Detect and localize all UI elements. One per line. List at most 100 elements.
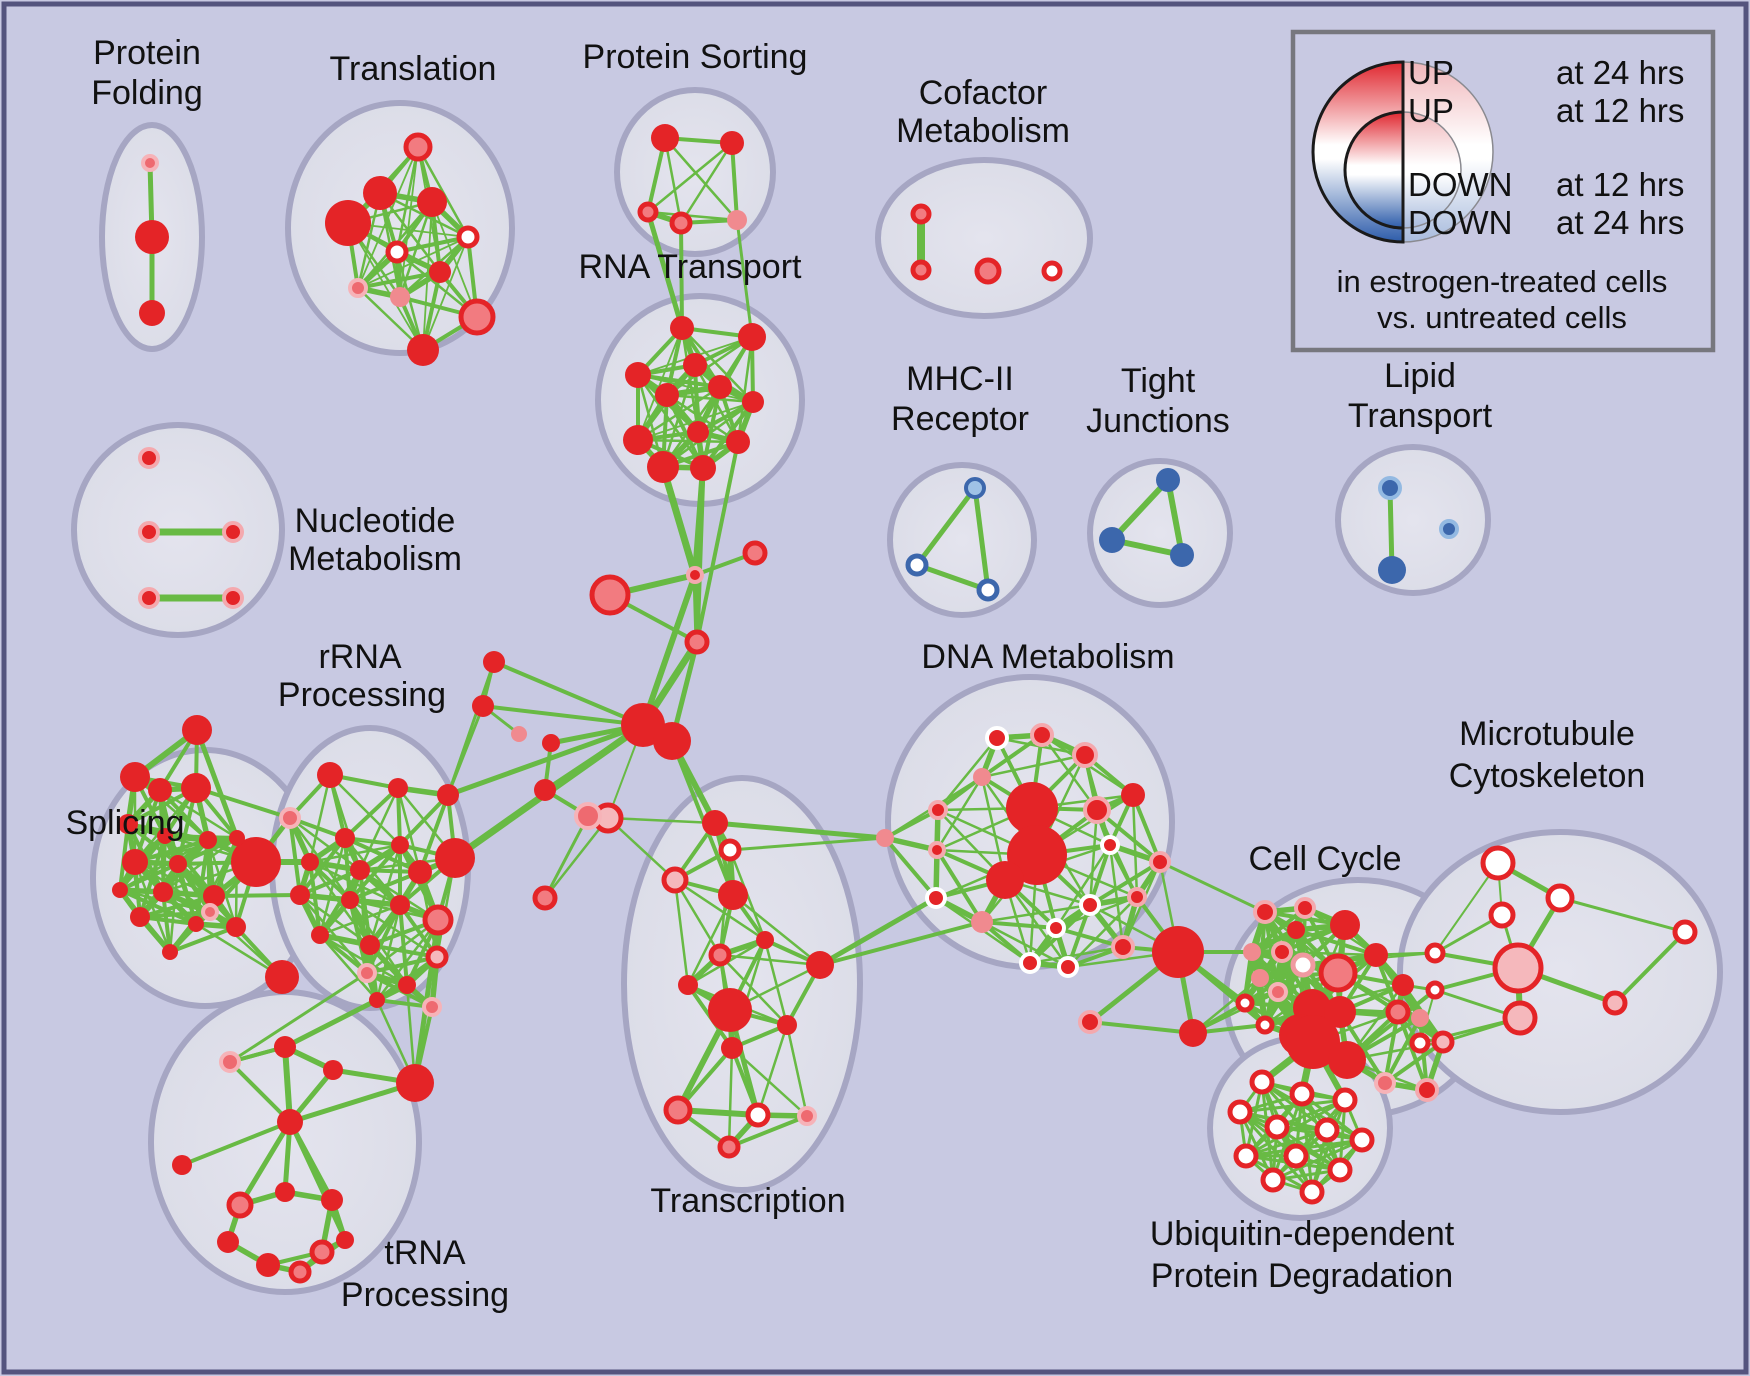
gene-node — [1318, 953, 1358, 993]
edge — [1108, 843, 1125, 949]
legend-ring-half — [1402, 111, 1462, 229]
edge — [446, 660, 496, 797]
gene-node — [1425, 980, 1445, 1000]
gene-node — [1364, 943, 1388, 967]
gene-node — [1502, 1000, 1538, 1036]
gene-node — [122, 849, 148, 875]
legend-direction: DOWN — [1408, 166, 1512, 203]
edge — [431, 201, 478, 318]
gene-node — [181, 773, 211, 803]
edge — [1238, 1098, 1347, 1114]
gene-node — [686, 566, 704, 584]
gene-node — [1170, 543, 1194, 567]
edge — [645, 209, 685, 331]
edge — [365, 955, 439, 975]
edge — [418, 793, 450, 874]
gene-node — [1330, 910, 1360, 940]
edge — [328, 773, 402, 847]
gene-node — [1385, 999, 1411, 1025]
gene-node — [532, 885, 558, 911]
cluster-label: tRNA — [384, 1234, 466, 1272]
edge — [980, 903, 1092, 924]
gene-node — [925, 887, 947, 909]
gene-node — [231, 837, 281, 887]
edge — [343, 786, 400, 840]
edge — [118, 888, 198, 926]
edge — [730, 141, 739, 222]
edge — [308, 773, 332, 864]
edge — [287, 1080, 418, 1125]
edge — [1271, 1138, 1364, 1182]
gene-node — [1260, 1167, 1286, 1193]
gene-node — [1299, 1179, 1325, 1205]
gene-node — [928, 800, 948, 820]
cluster-label: RNA Transport — [579, 248, 803, 286]
gene-node — [1249, 1069, 1275, 1095]
gene-node — [274, 1036, 296, 1058]
edge — [673, 878, 690, 987]
edge — [194, 786, 292, 820]
edge — [1165, 477, 1185, 558]
edge — [679, 141, 734, 225]
gene-node — [229, 830, 245, 846]
edge — [228, 1060, 292, 1124]
legend-direction: UP — [1408, 54, 1454, 91]
cluster-label: Nucleotide — [295, 502, 456, 540]
gene-node — [1253, 900, 1277, 924]
gene-node — [350, 860, 370, 880]
gene-node — [222, 587, 244, 609]
gene-node — [1392, 974, 1414, 996]
gene-node — [1100, 835, 1120, 855]
gene-node — [1057, 956, 1079, 978]
gene-node — [702, 810, 728, 836]
gene-node — [360, 935, 380, 955]
gene-node — [1409, 1032, 1431, 1054]
edge — [298, 868, 362, 897]
legend-ring-half — [1343, 110, 1405, 230]
gene-node — [986, 861, 1024, 899]
edge — [282, 997, 380, 1050]
gene-node — [135, 220, 169, 254]
gene-node — [637, 201, 659, 223]
gene-node — [301, 853, 319, 871]
edge — [980, 920, 1058, 930]
gene-node — [217, 1231, 239, 1253]
cluster-label: MHC-II — [906, 360, 1014, 398]
edge — [1271, 1092, 1304, 1182]
gene-node — [1268, 982, 1288, 1002]
edge — [637, 401, 754, 441]
cluster-cofactor-metabolism-ellipse — [875, 157, 1093, 319]
edge — [318, 836, 347, 937]
edge — [212, 893, 302, 898]
gene-node — [169, 855, 187, 873]
edge — [398, 793, 450, 847]
edge — [1191, 976, 1262, 1035]
gene-node — [483, 651, 505, 673]
gene-node — [670, 316, 694, 340]
gene-node — [653, 722, 691, 760]
gene-node — [1411, 1009, 1429, 1027]
cluster-label: Microtubule — [1459, 715, 1635, 753]
edge — [180, 1120, 292, 1167]
gene-node — [1332, 1087, 1358, 1113]
edge — [168, 910, 212, 954]
edge — [646, 210, 739, 222]
edge — [118, 862, 180, 892]
gene-node — [1121, 783, 1145, 807]
gene-node — [435, 838, 475, 878]
gene-node — [1227, 1099, 1253, 1125]
gene-node — [905, 553, 929, 577]
edge — [701, 400, 755, 470]
gene-node — [396, 1064, 434, 1102]
edge — [980, 733, 1044, 779]
edge — [138, 910, 212, 919]
edge — [663, 136, 739, 222]
gene-node — [425, 945, 449, 969]
edge — [763, 938, 789, 1027]
edge — [138, 894, 216, 919]
gene-node — [708, 943, 732, 967]
edge — [1434, 862, 1499, 954]
gene-node — [623, 425, 653, 455]
gene-node — [275, 1182, 295, 1202]
